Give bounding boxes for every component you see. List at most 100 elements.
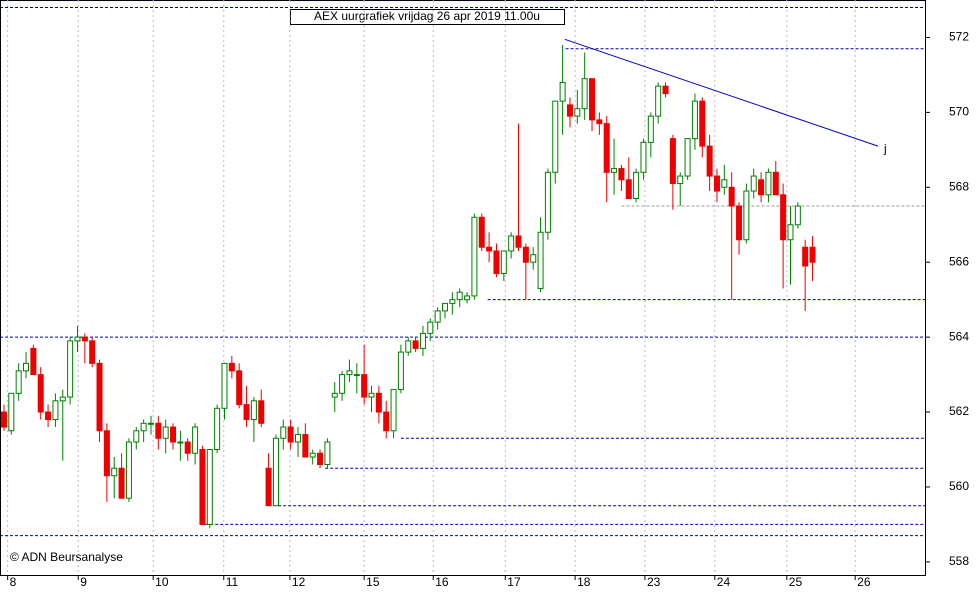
candle-body (478, 216, 485, 248)
candle-body (677, 175, 684, 185)
candle-body (317, 452, 324, 465)
candle-body (405, 340, 412, 353)
x-tick-label: 11 (226, 575, 239, 589)
candle-body (192, 426, 199, 454)
y-tick-label: 570 (949, 105, 969, 119)
candle-body (412, 340, 419, 349)
candle-body (449, 299, 456, 304)
candle-body (669, 138, 676, 185)
candle-body (331, 392, 338, 398)
candle-body (272, 437, 279, 507)
candle-body (611, 168, 618, 173)
candle-body (603, 123, 610, 173)
candle-body (250, 400, 257, 421)
y-tick-label: 560 (949, 479, 969, 493)
candle-body (368, 392, 375, 398)
candle-body (184, 441, 191, 454)
candle-body (721, 179, 728, 188)
candle-body (37, 374, 44, 413)
copyright: © ADN Beursanalyse (10, 550, 123, 564)
candle-body (728, 186, 735, 207)
candle-body (544, 171, 551, 233)
candle-body (552, 100, 559, 173)
candle-body (287, 426, 294, 443)
candle-body (89, 340, 96, 364)
candle-body (691, 100, 698, 140)
candle-body (750, 175, 757, 192)
candle-body (780, 194, 787, 241)
y-tick-label: 562 (949, 404, 969, 418)
candle-body (67, 340, 74, 398)
candle-body (228, 362, 235, 372)
y-tick-label: 572 (949, 30, 969, 44)
plot-frame (0, 0, 926, 576)
candle-body (214, 407, 221, 451)
candle-body (339, 374, 346, 394)
candle-body (743, 190, 750, 241)
candle-body (684, 138, 691, 177)
y-tick-label: 566 (949, 254, 969, 268)
x-tick-label: 18 (577, 575, 591, 589)
candle-body (8, 392, 15, 432)
candle-body (662, 85, 669, 95)
candle-body (30, 347, 37, 376)
candle-body (111, 467, 118, 477)
candle-body (559, 81, 566, 102)
x-tick-label: 25 (789, 575, 803, 589)
x-tick-label: 10 (155, 575, 169, 589)
candle-body (522, 246, 529, 263)
candle-body (625, 179, 632, 200)
candle-body (133, 430, 140, 443)
x-tick-label: 17 (507, 575, 521, 589)
candle-body (794, 205, 801, 226)
candle-body (96, 362, 103, 432)
candle-body (581, 78, 588, 110)
candle-body (236, 370, 243, 406)
candle-body (802, 246, 809, 267)
chart-title: AEX uurgrafiek vrijdag 26 apr 2019 11.00… (314, 9, 540, 23)
x-tick-label: 24 (717, 575, 731, 589)
y-tick-label: 568 (949, 179, 969, 193)
candle-body (23, 362, 30, 372)
candle-body (765, 171, 772, 196)
candle-body (647, 115, 654, 143)
candle-body (74, 336, 81, 342)
x-tick-label: 16 (435, 575, 449, 589)
candle-body (434, 310, 441, 323)
candle-body (280, 426, 287, 439)
candle-body (427, 321, 434, 334)
candle-body (589, 78, 596, 121)
x-tick-label: 15 (366, 575, 380, 589)
candle-body (294, 434, 301, 443)
candle-body (508, 235, 515, 252)
candle-body (655, 85, 662, 117)
trendline (564, 38, 879, 147)
title-box (290, 9, 565, 25)
x-tick-label: 9 (80, 575, 87, 589)
candle-body (809, 246, 816, 263)
x-tick-label: 8 (10, 575, 17, 589)
candle-body (566, 104, 573, 117)
candle-body (500, 250, 507, 274)
candle-body (162, 426, 169, 439)
candle-body (346, 370, 353, 376)
candle-body (15, 370, 22, 394)
candle-body (471, 216, 478, 297)
candle-body (442, 302, 449, 312)
candle-body (125, 441, 132, 499)
candle-body (530, 254, 537, 263)
candle-body (787, 224, 794, 241)
trendline-label: j (883, 141, 887, 155)
candle-body (353, 374, 360, 377)
candle-body (640, 141, 647, 173)
candle-body (118, 467, 125, 499)
candle-body (596, 119, 603, 125)
candle-body (537, 231, 544, 289)
y-tick-label: 558 (949, 554, 969, 568)
candle-body (633, 171, 640, 200)
candle-body (221, 362, 228, 409)
candle-body (375, 392, 382, 413)
